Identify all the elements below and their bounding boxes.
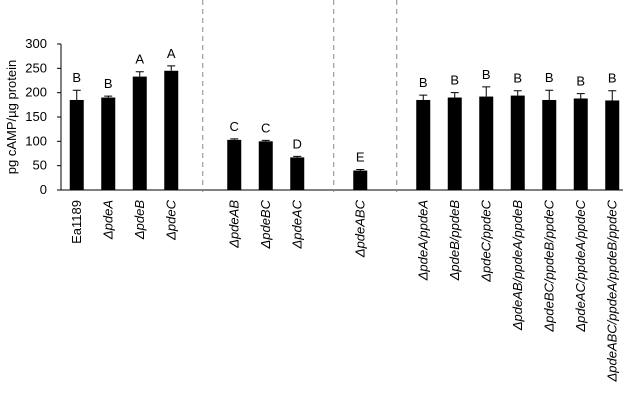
bar (479, 96, 494, 190)
x-tick-label: ΔpdeC (163, 199, 178, 240)
x-tick-label: ΔpdeABC (352, 199, 367, 258)
x-tick-label: ΔpdeAC (289, 199, 304, 249)
error-bar (356, 169, 365, 171)
bar (164, 70, 179, 190)
bar (132, 76, 147, 190)
significance-letter: B (576, 74, 585, 89)
error-bar (104, 95, 113, 98)
significance-letter: D (293, 136, 302, 151)
y-axis-label: pg cAMP/µg protein (4, 60, 19, 174)
significance-letter: B (545, 70, 554, 85)
error-bar (450, 92, 459, 98)
significance-letter: C (261, 120, 270, 135)
significance-letter: B (104, 76, 113, 91)
significance-letter: A (135, 52, 144, 67)
x-tick-label: ΔpdeB/ppdeB (447, 200, 462, 282)
y-tick-label: 0 (40, 182, 47, 197)
error-bar (135, 71, 144, 77)
bar (353, 170, 368, 190)
x-tick-label: ΔpdeB (132, 200, 147, 240)
error-bar (482, 86, 491, 97)
bar (605, 100, 620, 190)
error-bar (419, 94, 428, 100)
bar (573, 98, 588, 190)
significance-letter: C (230, 119, 239, 134)
error-bar (293, 155, 302, 158)
bar (101, 97, 116, 190)
y-tick-label: 50 (33, 158, 47, 173)
bar (290, 157, 305, 190)
y-tick-label: 150 (25, 109, 47, 124)
y-tick-label: 100 (25, 133, 47, 148)
x-tick-label: ΔpdeAB (226, 200, 241, 249)
error-bar (230, 138, 239, 140)
significance-letter: B (419, 75, 428, 90)
x-tick-label: ΔpdeBC/ppdeB/ppdeC (541, 199, 556, 332)
significance-letter: B (513, 71, 522, 86)
x-tick-label: ΔpdeAB/ppdeA/ppdeB (510, 200, 525, 331)
bar (542, 99, 557, 190)
significance-letter: B (608, 71, 617, 86)
x-tick-label: ΔpdeAC/ppdeA/ppdeC (573, 199, 588, 332)
bar (510, 95, 525, 190)
error-bar (545, 89, 554, 100)
y-tick-label: 250 (25, 60, 47, 75)
significance-letter: E (356, 150, 365, 165)
error-bar (261, 139, 270, 142)
x-tick-label: ΔpdeA/ppdeA (415, 200, 430, 281)
bar (416, 99, 431, 190)
significance-letter: B (450, 73, 459, 88)
error-bar (513, 90, 522, 96)
error-bar (576, 93, 585, 99)
x-tick-label: ΔpdeABC/ppdeA/ppdeB/ppdeC (604, 199, 619, 382)
significance-letter: B (482, 67, 491, 82)
significance-letter: A (167, 46, 176, 61)
error-bar (608, 90, 617, 101)
bar (447, 97, 462, 190)
x-tick-label: ΔpdeC/ppdeC (478, 199, 493, 282)
x-tick-label: ΔpdeA (100, 200, 115, 240)
x-tick-label: Ea1189 (69, 200, 84, 244)
y-tick-label: 300 (25, 36, 47, 51)
significance-letter: B (72, 70, 81, 85)
bar (227, 139, 242, 190)
bar (69, 99, 84, 190)
bar (258, 141, 273, 190)
error-bar (72, 89, 81, 100)
error-bar (167, 65, 176, 71)
y-tick-label: 200 (25, 85, 47, 100)
x-tick-label: ΔpdeBC (258, 199, 273, 249)
